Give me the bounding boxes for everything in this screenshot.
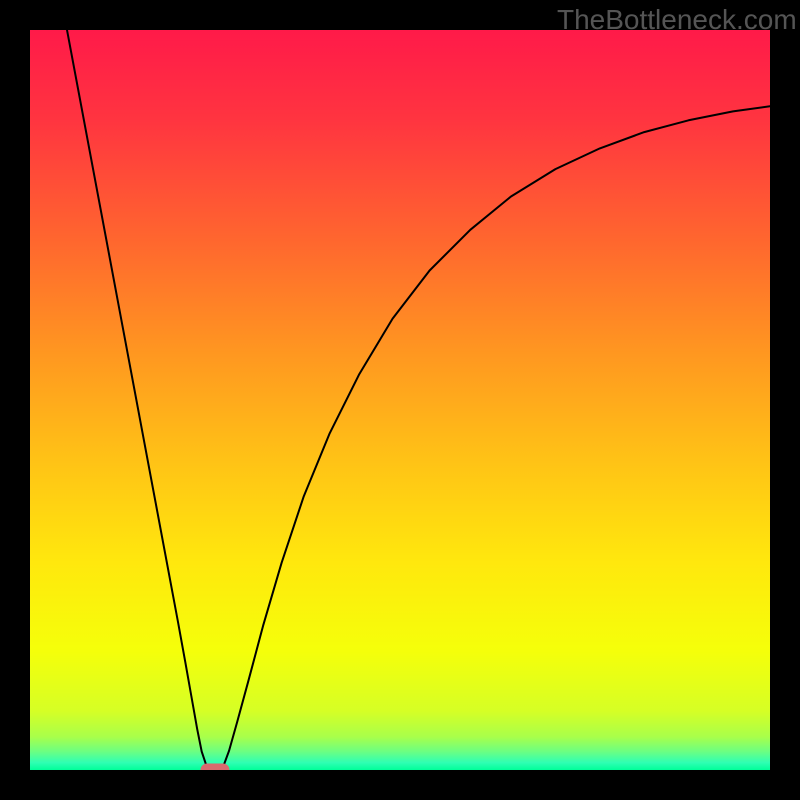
plot-area xyxy=(30,30,770,770)
sweet-spot-marker xyxy=(201,764,230,771)
bottleneck-gradient-bg xyxy=(30,30,770,770)
watermark-text: TheBottleneck.com xyxy=(557,4,797,36)
